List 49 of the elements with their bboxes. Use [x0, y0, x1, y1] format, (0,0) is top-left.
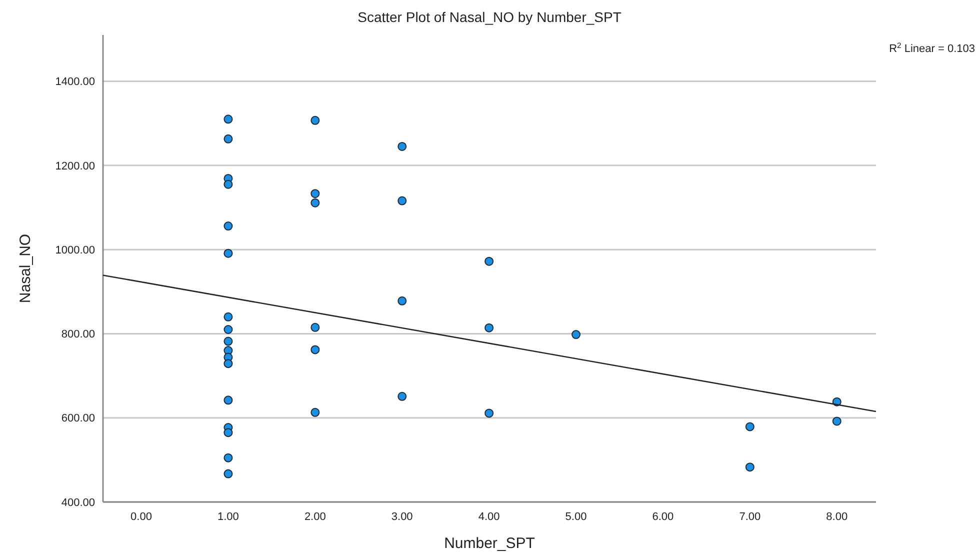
point	[310, 189, 320, 198]
x-tick-label: 1.00	[218, 511, 239, 523]
point	[224, 134, 233, 144]
chart-title: Scatter Plot of Nasal_NO by Number_SPT	[358, 9, 622, 25]
y-tick-label: 600.00	[61, 412, 95, 425]
y-tick-label: 800.00	[61, 328, 95, 341]
point	[484, 408, 494, 418]
x-tick-label: 7.00	[739, 511, 761, 523]
point	[224, 469, 233, 478]
point	[224, 114, 233, 124]
point	[398, 392, 407, 401]
point	[224, 248, 233, 258]
point	[224, 312, 233, 322]
point	[398, 142, 407, 151]
y-axis-title: Nasal_NO	[17, 234, 34, 304]
point	[310, 116, 320, 125]
x-tick-label: 4.00	[478, 511, 500, 523]
point	[224, 222, 233, 231]
x-tick-label: 5.00	[565, 511, 587, 523]
point	[572, 330, 581, 340]
point	[224, 325, 233, 334]
x-tick-label: 2.00	[304, 511, 326, 523]
point	[745, 422, 754, 432]
x-tick-label: 8.00	[826, 511, 848, 523]
point	[310, 198, 320, 208]
point	[310, 322, 320, 332]
point	[224, 336, 233, 346]
point	[224, 359, 233, 368]
point	[745, 462, 754, 472]
point	[484, 323, 494, 332]
point	[224, 428, 233, 438]
point	[224, 453, 233, 462]
point	[398, 196, 407, 206]
point	[224, 396, 233, 405]
y-tick-label: 1200.00	[55, 160, 95, 172]
y-tick-label: 400.00	[61, 496, 95, 509]
point	[484, 256, 494, 266]
text: R$^{2}$ Linear = 0.103	[889, 40, 975, 55]
point	[832, 416, 842, 426]
point	[310, 408, 320, 417]
x-tick-label: 0.00	[130, 511, 152, 523]
y-tick-label: 1000.00	[55, 244, 95, 256]
point	[398, 296, 407, 306]
point	[224, 180, 233, 189]
x-tick-label: 3.00	[391, 511, 413, 523]
point	[310, 345, 320, 354]
x-tick-label: 6.00	[652, 511, 674, 523]
y-tick-label: 1400.00	[55, 76, 95, 88]
x-axis-title: Number_SPT	[444, 535, 535, 552]
